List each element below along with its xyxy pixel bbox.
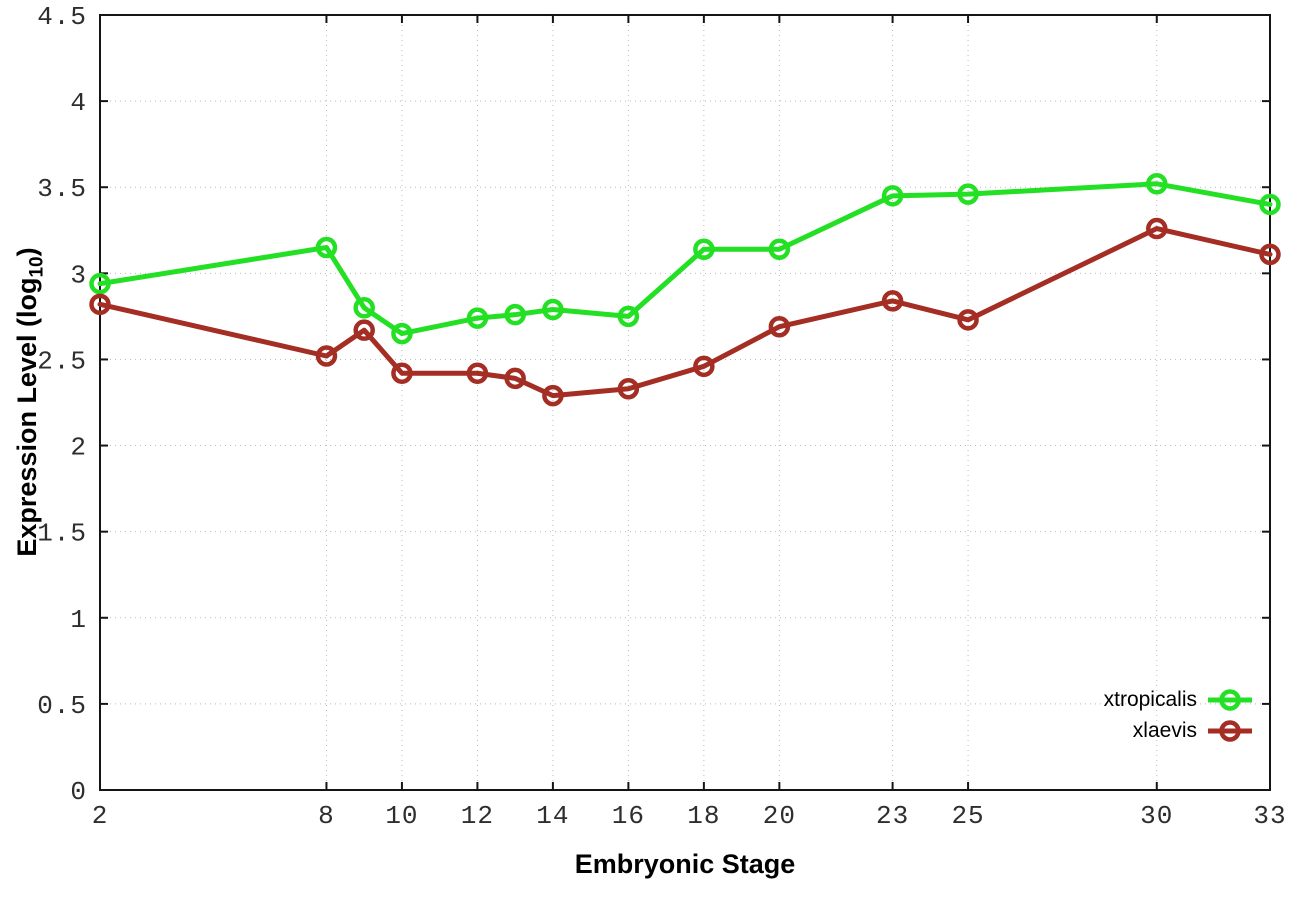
data-point-xlaevis <box>315 345 338 367</box>
y-tick-label: 4.5 <box>37 2 87 32</box>
legend-label: xlaevis <box>1132 719 1197 742</box>
data-point-xlaevis <box>768 315 791 338</box>
line-circle-marker-icon <box>1208 688 1252 711</box>
y-tick-label: 2.5 <box>37 346 87 376</box>
data-point-xtropicalis <box>1146 173 1168 195</box>
x-tick-label: 20 <box>763 801 796 831</box>
y-tick-label: 0 <box>70 777 87 807</box>
data-point-xlaevis <box>542 384 564 407</box>
data-point-xtropicalis <box>466 307 489 329</box>
y-axis-title-subscript: 10 <box>26 256 48 278</box>
data-point-xlaevis <box>617 377 640 400</box>
data-point-xlaevis <box>466 362 489 384</box>
x-tick-label: 33 <box>1253 801 1286 831</box>
x-tick-label: 30 <box>1140 801 1173 831</box>
x-tick-label: 18 <box>687 801 720 831</box>
data-point-xtropicalis <box>881 185 904 207</box>
line-circle-marker-icon <box>1208 719 1252 742</box>
legend-label: xtropicalis <box>1103 688 1197 711</box>
data-point-xtropicalis <box>957 183 979 205</box>
data-point-xlaevis <box>1259 243 1281 266</box>
legend: xtropicalis xlaevis <box>1104 684 1253 746</box>
x-tick-label: 16 <box>612 801 645 831</box>
data-point-xlaevis <box>353 319 375 341</box>
data-point-xtropicalis <box>693 238 715 260</box>
plot-border <box>99 14 1271 791</box>
legend-item-xlaevis: xlaevis <box>1104 715 1253 746</box>
y-tick-label: 0.5 <box>37 691 87 721</box>
x-tick-label: 12 <box>461 801 494 831</box>
x-axis-title: Embryonic Stage <box>574 849 796 879</box>
data-point-xlaevis <box>504 367 526 390</box>
data-point-xlaevis <box>881 290 904 312</box>
y-tick-label: 3.5 <box>37 174 87 204</box>
y-tick-label: 3 <box>70 260 87 290</box>
x-tick-label: 8 <box>318 801 335 831</box>
data-point-xlaevis <box>89 293 111 316</box>
data-point-xtropicalis <box>617 305 640 328</box>
y-tick-label: 1 <box>70 605 87 635</box>
data-point-xlaevis <box>391 362 413 384</box>
data-point-xtropicalis <box>391 322 413 345</box>
data-point-xtropicalis <box>315 236 338 259</box>
data-point-xlaevis <box>693 355 715 378</box>
x-tick-label: 2 <box>92 801 109 831</box>
y-tick-label: 1.5 <box>37 519 87 549</box>
data-point-xtropicalis <box>768 238 791 260</box>
data-point-xlaevis <box>1146 217 1168 240</box>
x-tick-label: 10 <box>385 801 418 831</box>
data-point-xtropicalis <box>504 303 526 326</box>
y-axis-title: Expression Level (log10) <box>12 247 48 556</box>
data-point-xtropicalis <box>1259 193 1281 216</box>
data-point-xtropicalis <box>542 298 564 321</box>
x-tick-label: 23 <box>876 801 909 831</box>
data-point-xtropicalis <box>353 297 375 319</box>
x-tick-label: 25 <box>951 801 984 831</box>
y-axis-title-text: Expression Level (log <box>12 277 42 557</box>
x-tick-label: 14 <box>536 801 569 831</box>
data-point-xtropicalis <box>89 272 111 295</box>
legend-item-xtropicalis: xtropicalis <box>1104 684 1253 715</box>
data-point-xlaevis <box>957 309 979 331</box>
y-axis-title-close: ) <box>12 247 42 257</box>
y-tick-label: 4 <box>70 88 87 118</box>
y-tick-label: 2 <box>70 433 87 463</box>
